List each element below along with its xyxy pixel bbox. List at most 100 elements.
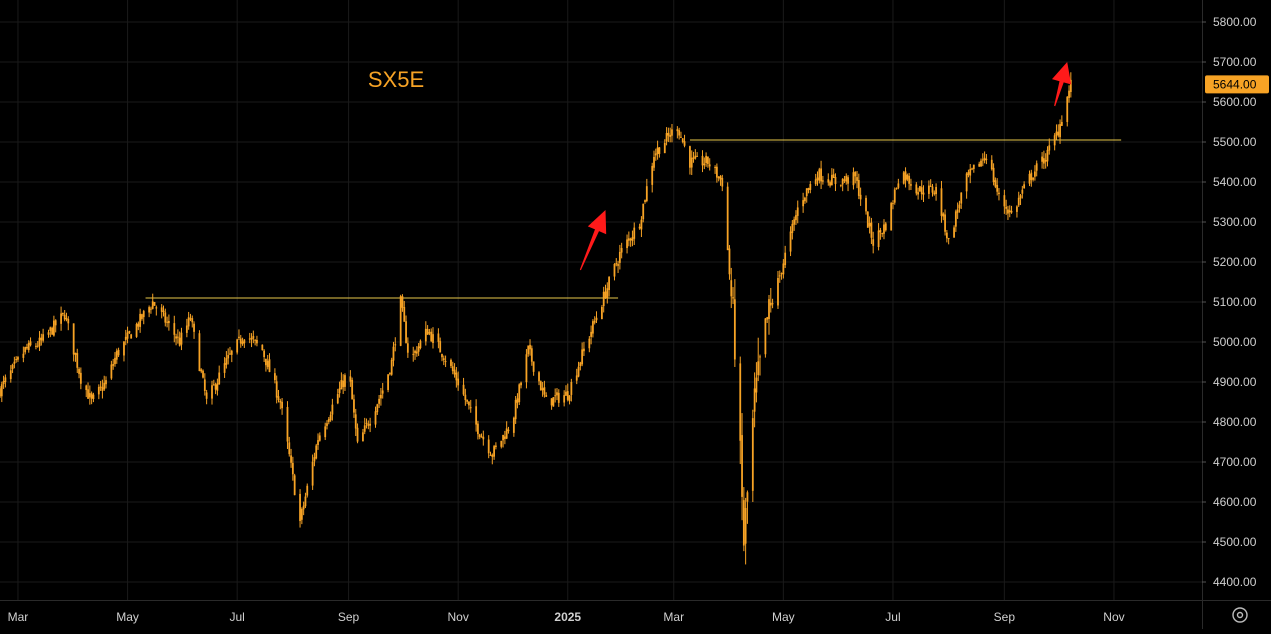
candle-body [972,164,975,169]
candle-body [338,388,341,394]
candle-body [401,296,404,308]
candle-body [507,429,510,432]
candle-body [692,157,695,159]
candle-body [441,354,443,358]
candle-body [645,186,648,202]
x-tick-label: May [116,610,139,624]
candle-body [590,331,593,337]
candle-body [1007,209,1009,214]
candle-body [4,377,7,383]
candle-body [329,414,332,421]
x-tick-label: Jul [885,610,900,624]
candle-body [502,434,504,441]
candle-body [829,182,831,186]
candle-body [708,164,711,167]
candle-body [2,381,5,385]
candle-body [870,222,873,238]
y-tick-label: 4900.00 [1213,375,1257,389]
candle-body [451,366,454,372]
candle-body [241,341,244,345]
candle-body [17,357,19,360]
candle-body [414,350,416,354]
candle-body [701,155,704,166]
candle-body [63,314,66,320]
candle-body [331,404,334,415]
candle-body [464,394,467,401]
candle-body [392,346,395,361]
candle-body [428,332,431,334]
candle-body [79,372,82,384]
candle-body [696,155,699,157]
candle-body [313,457,316,462]
candle-body [868,223,871,227]
candle-body [933,192,936,195]
candle-body [570,381,573,395]
candle-body [381,390,384,394]
candle-body [757,361,760,376]
candle-body [318,435,321,441]
candle-body [390,359,393,375]
candle-body [1069,79,1072,92]
candle-body [588,338,591,349]
candle-body [694,155,697,159]
candle-body [981,159,984,161]
candle-body [1003,195,1006,207]
candle-body [845,176,848,182]
candle-body [782,263,785,275]
candle-body [1035,163,1038,171]
candle-body [565,391,567,396]
candle-body [557,392,560,403]
y-tick-label: 5700.00 [1213,55,1257,69]
candle-body [417,346,420,352]
candle-body [768,299,770,320]
candle-body [556,392,558,396]
candle-body [969,168,972,176]
candle-body [236,339,239,353]
candle-body [689,146,691,168]
candle-body [1057,131,1060,136]
y-tick-label: 5400.00 [1213,175,1257,189]
candle-body [960,192,963,204]
x-tick-label: Mar [8,610,29,624]
candle-body [742,500,745,546]
candle-body [248,338,251,340]
gear-icon[interactable] [1232,607,1248,623]
candle-body [290,455,292,463]
candle-body [405,321,407,343]
candle-body [904,171,907,181]
candle-body [376,404,379,413]
candle-body [327,419,330,422]
candle-body [789,231,792,252]
candle-body [185,325,188,333]
candle-body [277,396,280,401]
candle-body [273,373,276,381]
candle-body [769,302,772,306]
candle-body [841,178,844,185]
candle-body [380,394,382,399]
candle-body [827,179,830,183]
candle-body [1028,173,1031,184]
candle-body [857,180,860,196]
candle-body [67,319,70,324]
candle-body [162,310,165,313]
candle-body [38,337,41,347]
candle-body [500,440,503,447]
candle-body [807,188,810,191]
candle-body [678,130,681,136]
candle-body [124,336,127,340]
candle-body [153,301,156,306]
candle-body [252,336,255,339]
candle-body [24,347,27,353]
x-tick-label: Sep [994,610,1016,624]
y-tick-label: 4600.00 [1213,495,1257,509]
candle-body [945,232,948,239]
candle-body [439,341,442,353]
candle-body [771,303,774,305]
candle-body [908,175,911,184]
y-tick-label: 5500.00 [1213,135,1257,149]
candle-body [22,353,25,358]
candle-body [680,136,682,138]
candle-body [638,226,641,229]
candle-body [766,317,769,320]
